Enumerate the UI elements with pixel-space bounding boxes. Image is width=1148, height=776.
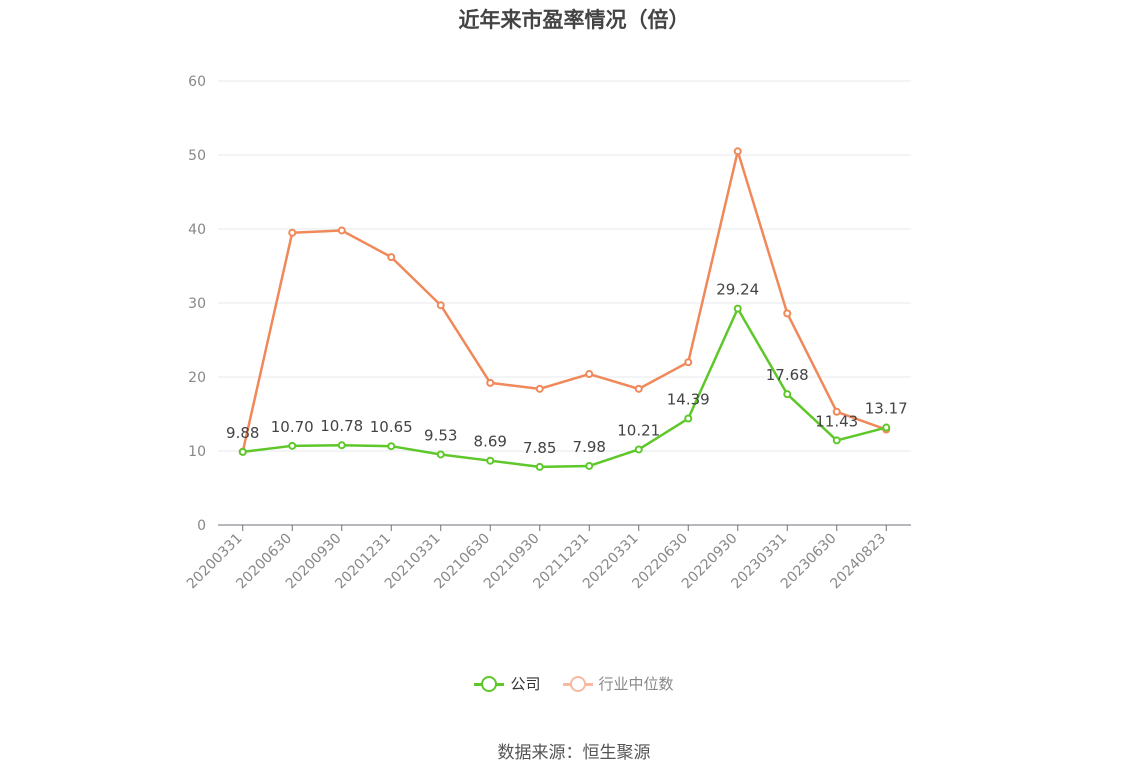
data-labels: 9.88 10.70 10.78 10.65 9.53 8.69 7.85 7.98 10.21…: [226, 281, 908, 457]
data-label-10: 29.24: [716, 281, 759, 299]
data-label-8: 10.21: [617, 421, 660, 439]
point-1-7: [585, 370, 594, 379]
point-1-8: [634, 384, 643, 393]
legend-label-company: 公司: [510, 675, 541, 693]
y-tick-label-2: 20: [188, 370, 206, 386]
legend-item-company[interactable]: 公司: [474, 673, 541, 694]
point-1-2: [337, 226, 346, 235]
data-label-5: 8.69: [474, 433, 507, 451]
point-1-12: [832, 407, 841, 416]
y-tick-label-3: 30: [188, 296, 206, 312]
point-1-1: [288, 228, 297, 237]
chart-title: 近年来市盈率情况（倍）: [458, 8, 690, 32]
data-label-11: 17.68: [766, 366, 809, 384]
data-label-7: 7.98: [573, 438, 606, 456]
data-source: 数据来源：恒生聚源: [497, 743, 651, 763]
data-label-12: 11.43: [815, 412, 858, 430]
data-label-1: 10.70: [271, 418, 314, 436]
point-0-6: [535, 462, 544, 471]
data-label-4: 9.53: [424, 426, 457, 444]
point-0-2: [337, 441, 346, 450]
point-0-13: [882, 423, 891, 432]
point-0-4: [436, 450, 445, 459]
legend: 公司 行业中位数: [0, 673, 1148, 694]
data-label-9: 14.39: [667, 391, 710, 409]
point-1-5: [486, 378, 495, 387]
point-0-5: [486, 456, 495, 465]
point-0-0: [238, 447, 247, 456]
point-1-4: [436, 301, 445, 310]
legend-marker-company: [474, 674, 505, 694]
point-0-3: [387, 442, 396, 451]
series-line-0: [242, 307, 887, 469]
series-group: [238, 147, 891, 471]
point-1-9: [684, 358, 693, 367]
grid-lines: [218, 80, 911, 452]
data-label-3: 10.65: [370, 418, 413, 436]
point-0-11: [783, 390, 792, 399]
point-1-6: [535, 384, 544, 393]
legend-item-industry[interactable]: 行业中位数: [562, 673, 674, 694]
y-axis-ticks: 0 10 20 30 40 50 60: [188, 74, 206, 534]
legend-marker-industry: [562, 674, 593, 694]
point-0-9: [684, 414, 693, 423]
y-tick-label-1: 10: [188, 444, 206, 460]
y-tick-label-6: 60: [188, 74, 206, 90]
y-tick-label-0: 0: [197, 518, 206, 534]
x-axis: 2020033120200630202009302020123120210331…: [184, 524, 911, 592]
data-label-6: 7.85: [523, 439, 556, 457]
data-label-0: 9.88: [226, 424, 259, 442]
point-0-10: [733, 304, 742, 313]
data-label-2: 10.78: [320, 417, 363, 435]
point-1-11: [783, 309, 792, 318]
legend-label-industry: 行业中位数: [598, 675, 674, 693]
point-0-7: [585, 461, 594, 470]
series-line-1: [241, 150, 887, 453]
point-0-12: [832, 436, 841, 445]
y-tick-label-4: 40: [188, 222, 206, 238]
point-1-3: [387, 253, 396, 262]
data-label-13: 13.17: [865, 400, 908, 418]
y-tick-label-5: 50: [188, 148, 206, 164]
point-0-1: [288, 441, 297, 450]
point-1-10: [733, 147, 742, 156]
point-0-8: [634, 445, 643, 454]
